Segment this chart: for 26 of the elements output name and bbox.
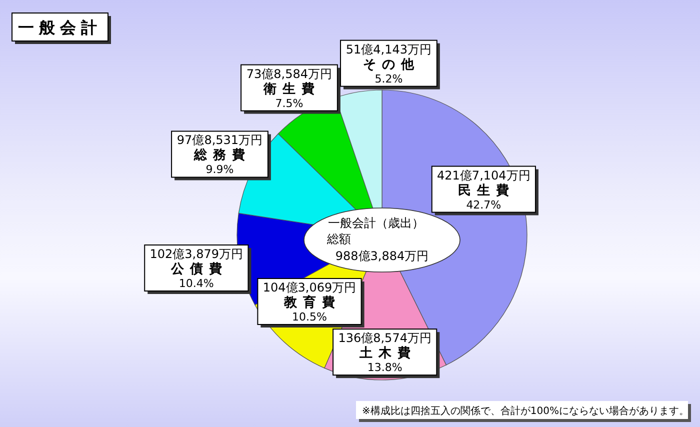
text: 51億4,143万円 xyxy=(346,42,432,56)
text: 総額 xyxy=(326,232,351,246)
slice-label: 総務費 xyxy=(193,148,252,164)
slice-label: その他 xyxy=(363,57,420,72)
slice-label: 教育費 xyxy=(282,294,341,310)
slice-label: 衛生費 xyxy=(262,82,321,97)
text: 421億7,104万円 xyxy=(437,168,530,182)
text: 97億8,531万円 xyxy=(176,133,263,148)
slice-label: 民生費 xyxy=(458,183,516,198)
data-label: 7.5% xyxy=(275,96,304,110)
slice-label: 土木費 xyxy=(358,346,416,362)
chart-title: 一般会計 xyxy=(18,18,102,37)
text: 988億3,884万円 xyxy=(335,249,429,263)
data-label: 10.4% xyxy=(178,276,214,290)
slice-label: 公債費 xyxy=(170,262,228,277)
text: 一般会計（歳出） xyxy=(328,216,424,230)
text: 136億8,574万円 xyxy=(338,331,432,346)
text: 104億3,069万円 xyxy=(262,280,356,294)
text: 102億3,879万円 xyxy=(150,246,244,261)
data-label: 42.7% xyxy=(466,198,502,212)
text: 73億8,584万円 xyxy=(246,66,332,81)
data-label: 10.5% xyxy=(292,310,327,324)
data-label: 9.9% xyxy=(206,163,234,176)
data-label: 13.8% xyxy=(367,361,402,374)
text: ※構成比は四捨五入の関係で、合計が100%にならない場合があります。 xyxy=(362,405,689,417)
data-label: 5.2% xyxy=(374,72,403,86)
